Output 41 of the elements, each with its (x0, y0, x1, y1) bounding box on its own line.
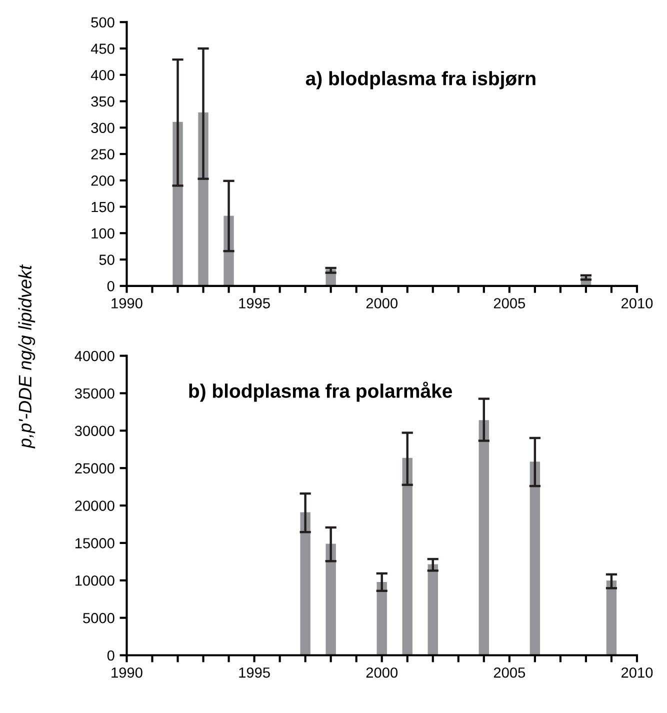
x-tick-label: 2005 (494, 298, 526, 308)
y-tick-label: 200 (91, 175, 114, 186)
x-tick-label: 2000 (366, 298, 398, 308)
text: a) blodplasma fra isbjørn (306, 71, 536, 90)
x-tick-label: 2005 (494, 667, 526, 678)
x-tick-label: 1995 (239, 298, 270, 308)
bar (300, 512, 310, 656)
y-tick-label: 500 (91, 17, 114, 28)
bar (530, 462, 540, 656)
bar (376, 582, 387, 656)
x-tick-label: 2010 (622, 298, 653, 308)
y-axis-title: p,p'-DDE ng/g lipidvekt (18, 264, 36, 448)
y-tick-label: 15000 (75, 538, 114, 548)
bar (402, 458, 412, 656)
y-tick-label: 10000 (75, 575, 114, 586)
y-tick-label: 100 (92, 228, 114, 239)
y-tick-label: 25000 (75, 463, 114, 474)
x-tick-label: 1990 (112, 298, 142, 308)
y-tick-label: 35000 (74, 388, 114, 399)
y-tick-label: 40000 (74, 350, 114, 362)
y-tick-label: 30000 (74, 426, 114, 436)
y-tick-label: 300 (91, 122, 114, 134)
y-tick-label: 5000 (83, 612, 114, 624)
bar (606, 580, 617, 656)
y-tick-label: 150 (92, 202, 114, 212)
bar (478, 420, 490, 656)
bar (428, 564, 438, 656)
text: b) blodplasma fra polarmåke (189, 382, 452, 402)
x-tick-label: 2010 (622, 667, 653, 678)
x-tick-label: 1990 (112, 667, 142, 678)
y-tick-label: 0 (107, 650, 114, 661)
y-tick-label: 20000 (75, 500, 114, 511)
y-tick-label: 50 (99, 254, 114, 265)
y-tick-label: 400 (90, 70, 114, 80)
bar (326, 544, 336, 656)
y-tick-label: 350 (91, 96, 114, 107)
y-tick-label: 250 (91, 149, 114, 160)
y-tick-label: 450 (90, 44, 114, 54)
y-tick-label: 0 (107, 281, 114, 292)
x-tick-label: 1995 (239, 667, 270, 678)
x-tick-label: 2000 (366, 667, 398, 678)
